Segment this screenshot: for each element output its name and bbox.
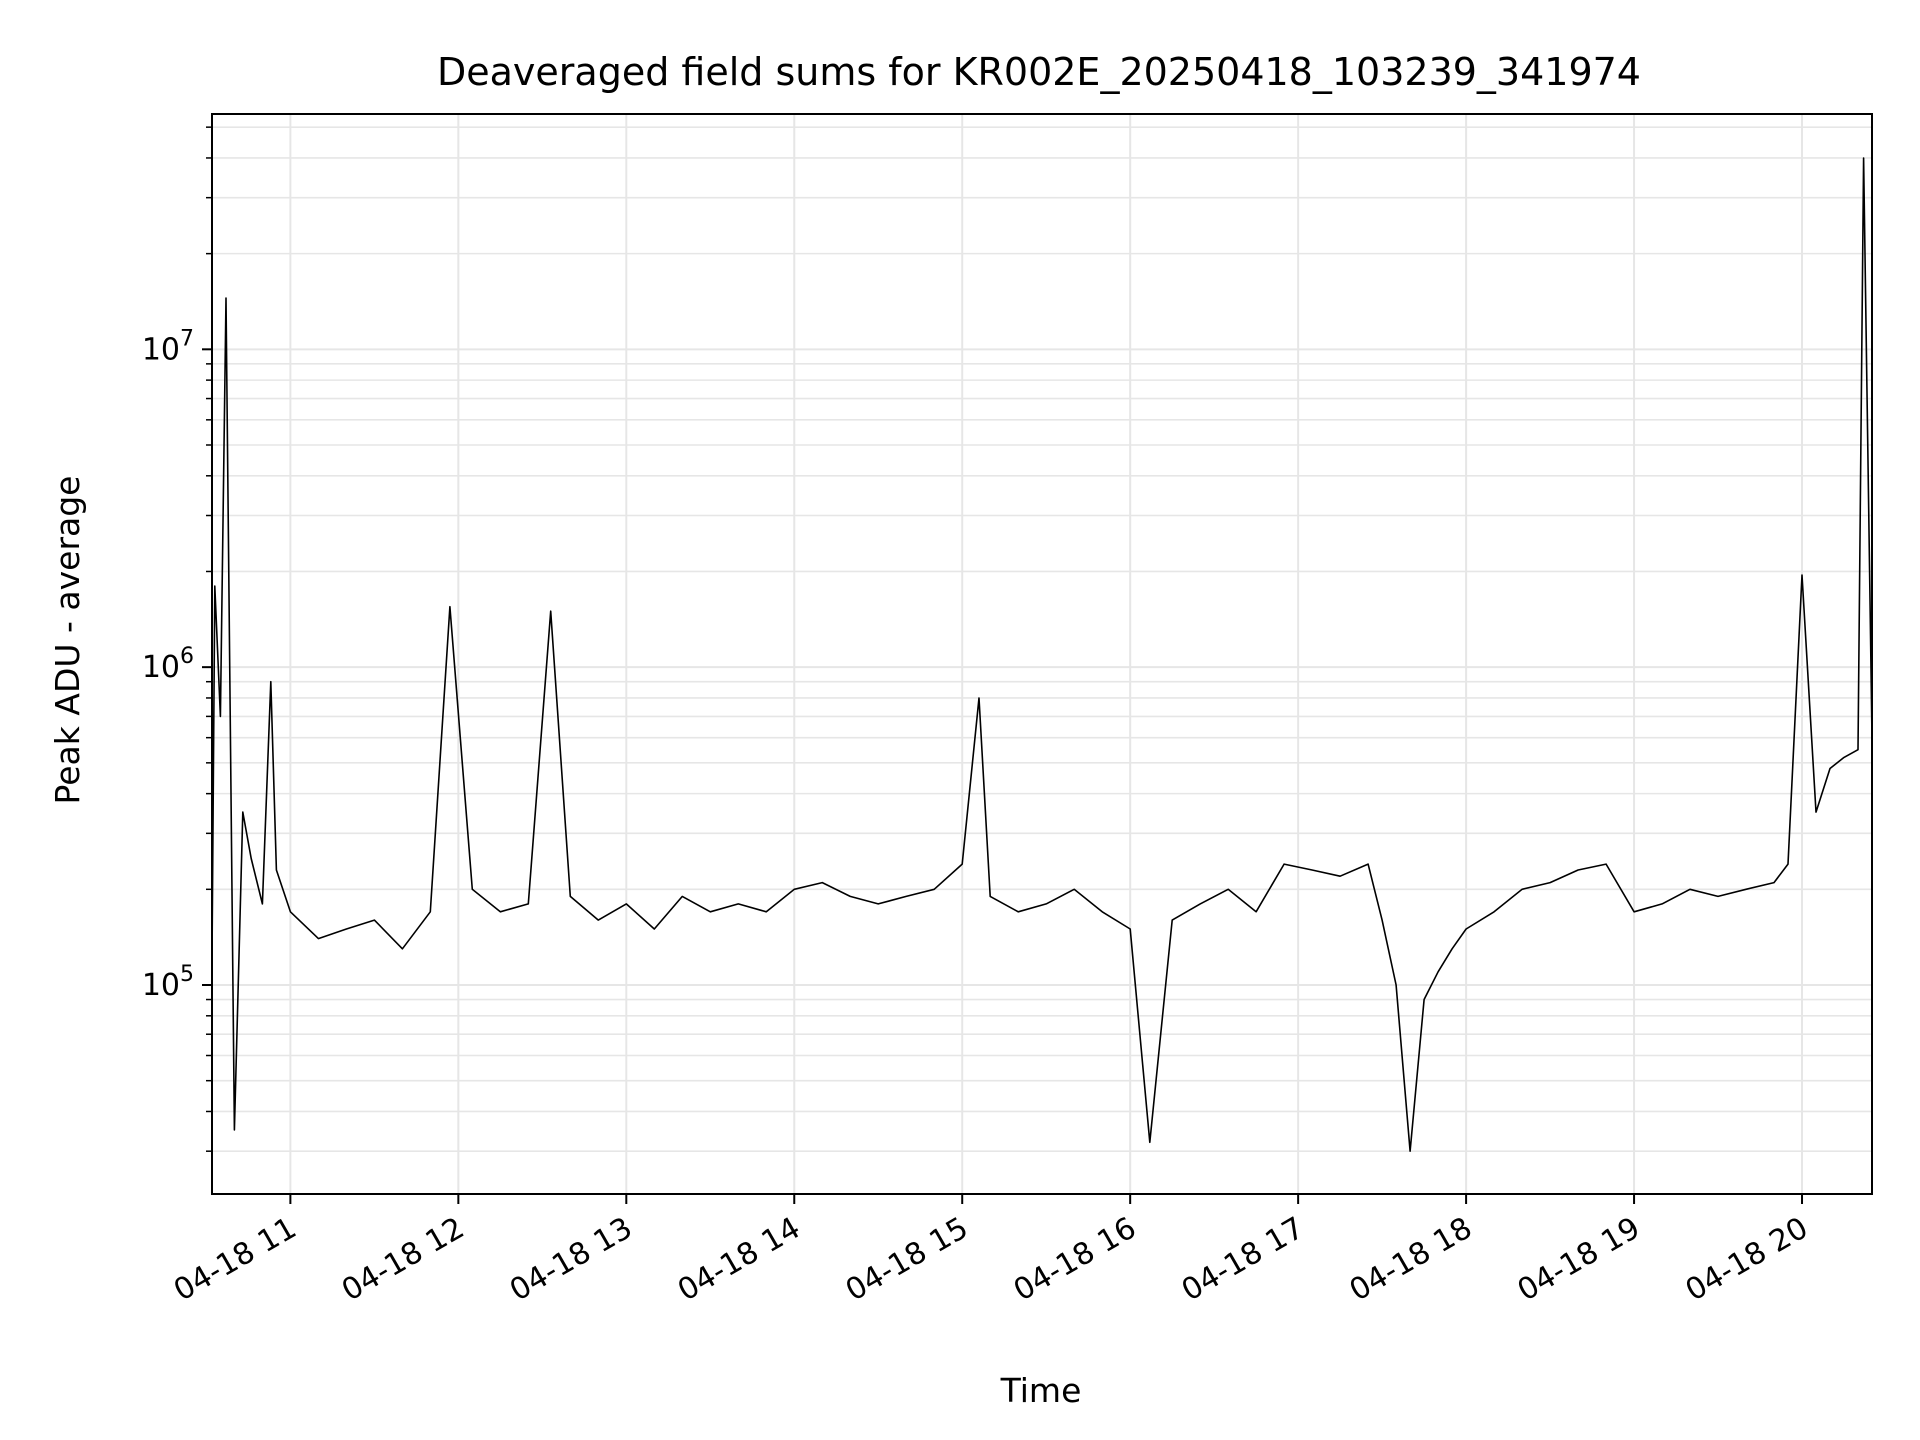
y-tick-label: 105 <box>142 962 194 1003</box>
series-layer <box>211 157 1873 1152</box>
y-axis-label: Peak ADU - average <box>48 476 87 805</box>
plot-frame <box>211 113 1873 1195</box>
y-axis: 105 106 107 <box>142 126 212 1152</box>
y-tick-label: 107 <box>142 326 194 367</box>
grid <box>212 114 1872 1194</box>
chart-title: Deaveraged field sums for KR002E_2025041… <box>437 50 1641 94</box>
y-tick-label: 106 <box>142 644 194 685</box>
series-line <box>211 157 1873 1152</box>
x-axis-label: Time <box>1000 1371 1082 1410</box>
